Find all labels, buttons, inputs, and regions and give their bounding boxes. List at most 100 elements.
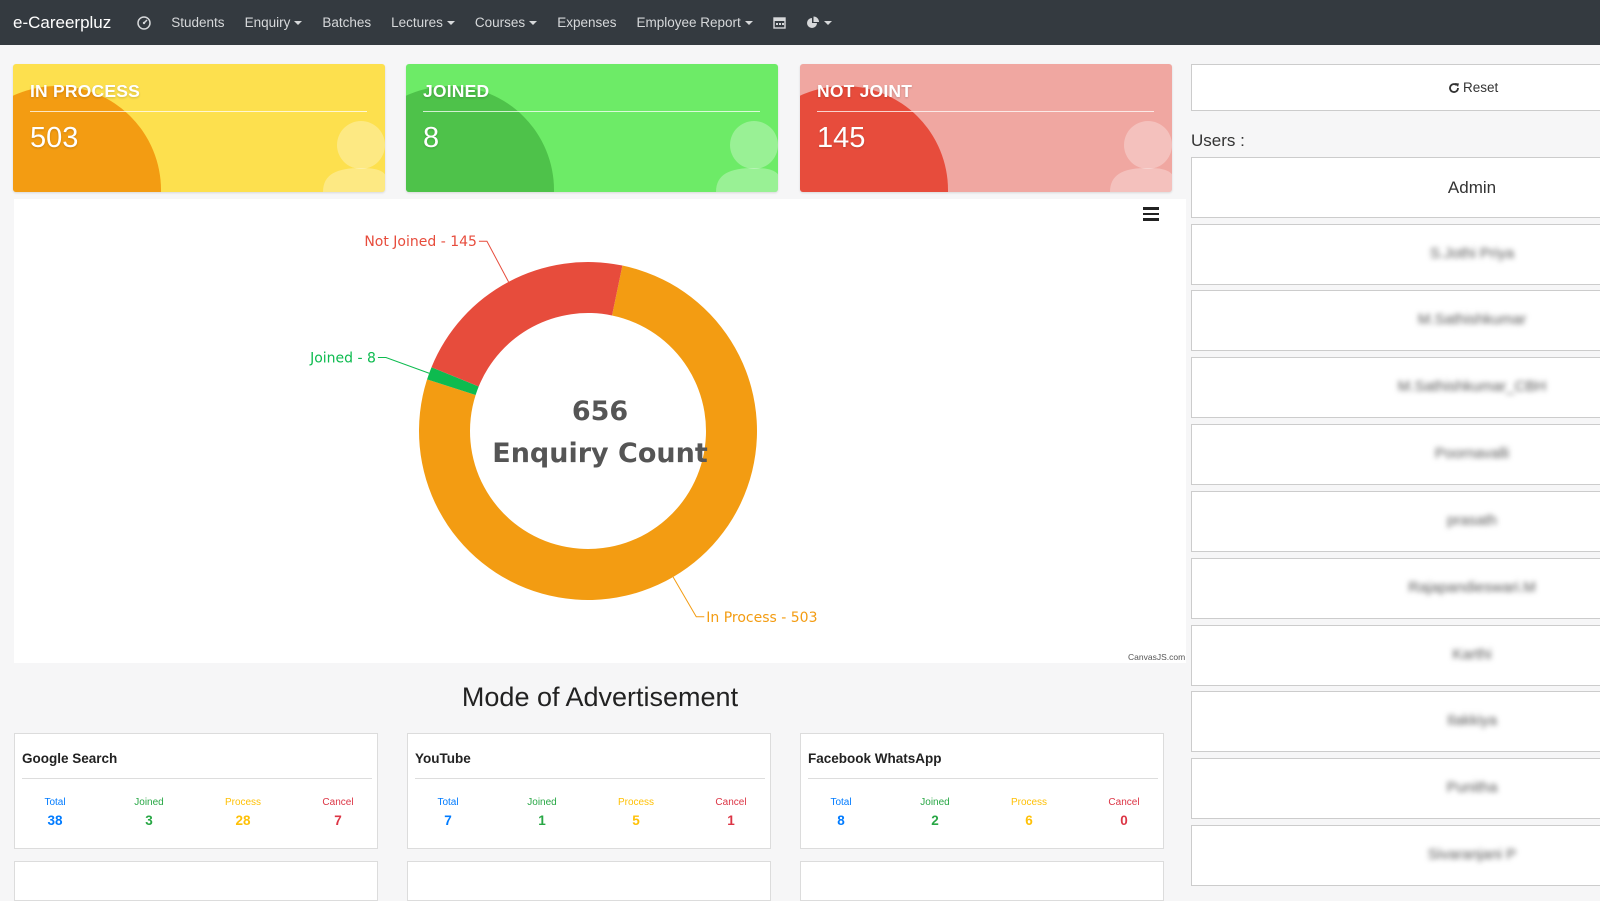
top-navbar: e-Careerpluz Students Enquiry Batches Le…	[0, 0, 1600, 45]
stat-label: Total	[437, 797, 459, 808]
stat-value: 7	[444, 813, 452, 828]
stat-value: 5	[632, 813, 640, 828]
slice-not-joined[interactable]	[431, 262, 623, 387]
user-button[interactable]: S.Jothi Priya	[1191, 224, 1600, 285]
user-button[interactable]: Punitha	[1191, 758, 1600, 819]
user-icon	[716, 121, 778, 192]
brand-logo[interactable]: e-Careerpluz	[13, 12, 112, 32]
caret-down-icon	[823, 20, 832, 25]
stat-value: 0	[1120, 813, 1128, 828]
user-name: Poornavalli	[1434, 445, 1510, 462]
chart-menu-icon[interactable]	[1143, 207, 1159, 221]
nav-expenses-label: Expenses	[557, 15, 617, 30]
nav-courses[interactable]: Courses	[474, 15, 538, 30]
user-button[interactable]: prasath	[1191, 491, 1600, 552]
caret-down-icon	[294, 20, 303, 25]
dashboard-icon[interactable]	[137, 15, 152, 30]
calendar-icon[interactable]	[773, 16, 786, 29]
ad-card-google-search: Google Search Total 38 Joined 3 Process 28 …	[14, 733, 378, 849]
caret-down-icon	[744, 20, 753, 25]
user-name: Karthi	[1452, 646, 1492, 663]
stat-value: 7	[334, 813, 342, 828]
slice-joined[interactable]	[427, 367, 479, 395]
nav-lectures[interactable]: Lectures	[391, 15, 455, 30]
nav-students[interactable]: Students	[171, 15, 224, 30]
card-title: NOT JOINT	[817, 81, 913, 101]
user-button[interactable]: M.Sathishkumar_CBH	[1191, 357, 1600, 418]
stat-value: 8	[837, 813, 845, 828]
stat-value: 38	[47, 813, 63, 828]
stat-label: Cancel	[715, 797, 747, 808]
stat-label: Cancel	[322, 797, 354, 808]
stat-label: Joined	[134, 797, 164, 808]
nav-employee-report-label: Employee Report	[636, 15, 741, 30]
user-button[interactable]: Poornavalli	[1191, 424, 1600, 485]
user-name: Punitha	[1446, 779, 1498, 796]
stat-value: 1	[538, 813, 546, 828]
leader-line	[672, 576, 705, 618]
user-name: Rajapandieswari.M	[1408, 579, 1536, 596]
ad-card-partial	[14, 861, 378, 901]
nav-batches[interactable]: Batches	[322, 15, 371, 30]
user-button[interactable]: Rajapandieswari.M	[1191, 558, 1600, 619]
stat-joined: Joined 2	[905, 797, 965, 828]
nav-enquiry-label: Enquiry	[244, 15, 291, 30]
user-button[interactable]: Sivaranjani P	[1191, 825, 1600, 886]
user-name: M.Sathishkumar	[1417, 311, 1527, 328]
nav-employee-report[interactable]: Employee Report	[636, 15, 753, 30]
nav-courses-label: Courses	[474, 15, 526, 30]
card-value: 8	[423, 122, 440, 154]
not-joint-card: NOT JOINT 145	[800, 64, 1172, 192]
user-button[interactable]: Karthi	[1191, 625, 1600, 686]
slice-in-process[interactable]	[419, 265, 757, 600]
stat-process: Process 6	[999, 797, 1059, 828]
leader-line	[377, 357, 430, 374]
in-process-card: IN PROCESS 503	[13, 64, 385, 192]
reset-button[interactable]: Reset	[1191, 64, 1600, 111]
user-icon	[323, 121, 385, 192]
user-button[interactable]: M.Sathishkumar	[1191, 290, 1600, 351]
joined-card: JOINED 8	[406, 64, 778, 192]
card-divider	[423, 111, 760, 112]
card-divider	[30, 111, 367, 112]
stat-total: Total 7	[418, 797, 478, 828]
card-divider	[817, 111, 1154, 112]
slice-label: Joined - 8	[309, 351, 376, 367]
user-button-admin[interactable]: Admin	[1191, 157, 1600, 218]
pie-chart-icon[interactable]	[806, 16, 832, 30]
caret-down-icon	[529, 20, 538, 25]
user-name: S.Jothi Priya	[1429, 245, 1515, 262]
nav-enquiry[interactable]: Enquiry	[245, 15, 303, 30]
users-heading: Users :	[1191, 131, 1245, 150]
doughnut-svg: In Process - 503 Joined - 8 Not Joined - 1…	[309, 234, 817, 626]
stat-joined: Joined 1	[512, 797, 572, 828]
center-total: 656	[572, 396, 628, 427]
nav-expenses[interactable]: Expenses	[557, 15, 616, 30]
ad-card-title: YouTube	[415, 751, 471, 766]
stat-process: Process 28	[213, 797, 273, 828]
advertisement-section-title: Mode of Advertisement	[461, 682, 739, 712]
stat-value: 6	[1025, 813, 1033, 828]
reset-label: Reset	[1463, 80, 1499, 95]
user-name: prasath	[1446, 512, 1498, 529]
user-button[interactable]: Ilakkiya	[1191, 691, 1600, 752]
ad-card-title: Facebook WhatsApp	[808, 751, 942, 766]
stat-label: Joined	[527, 797, 557, 808]
stat-label: Process	[224, 797, 262, 808]
refresh-icon	[1449, 82, 1459, 93]
stat-label: Process	[617, 797, 655, 808]
card-title: JOINED	[423, 81, 490, 101]
ad-card-facebook-whatsapp: Facebook WhatsApp Total 8 Joined 2 Process…	[800, 733, 1164, 849]
nav-lectures-label: Lectures	[391, 15, 443, 30]
user-icon	[1110, 121, 1172, 192]
caret-down-icon	[446, 20, 455, 25]
stat-label: Total	[830, 797, 852, 808]
stat-joined: Joined 3	[119, 797, 179, 828]
chart-credits[interactable]: CanvasJS.com	[1128, 652, 1186, 662]
enquiry-doughnut-chart: In Process - 503 Joined - 8 Not Joined - 1…	[14, 199, 1186, 663]
stat-label: Joined	[920, 797, 950, 808]
user-name: M.Sathishkumar_CBH	[1397, 378, 1547, 395]
card-value: 503	[30, 122, 79, 154]
nav-batches-label: Batches	[322, 15, 372, 30]
stat-value: 3	[145, 813, 153, 828]
